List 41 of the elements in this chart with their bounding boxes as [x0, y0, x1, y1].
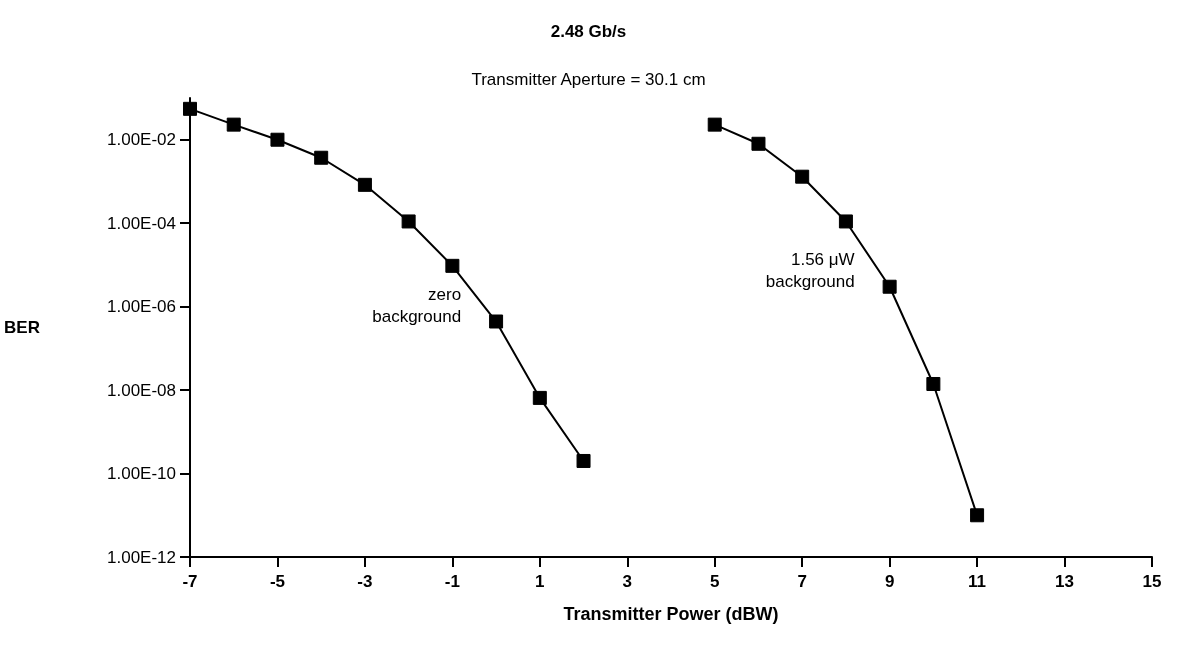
x-tick-label: 15	[1142, 572, 1162, 591]
point	[489, 314, 504, 329]
y-axis-title: BER	[4, 318, 40, 337]
x-tick-label: 1	[535, 572, 545, 591]
series-label: zero background	[372, 285, 462, 327]
x-tick-label: 5	[709, 572, 720, 591]
point	[183, 101, 197, 116]
point	[926, 376, 941, 391]
point	[314, 150, 329, 165]
x-tick-label: 3	[622, 572, 633, 591]
x-tick-label: -7	[182, 572, 198, 591]
x-tick-label: 7	[797, 572, 807, 591]
point	[970, 508, 985, 523]
y-tick-label: 1.00E-06	[107, 297, 176, 317]
point	[401, 214, 416, 229]
x-tick-label: -1	[444, 572, 460, 591]
point	[357, 177, 372, 192]
x-axis-title: Transmitter Power (dBW)	[563, 604, 779, 624]
y-tick-label: 1.00E-08	[107, 380, 176, 400]
x-tick-label: 9	[884, 572, 895, 591]
y-tick-label: 1.00E-10	[107, 464, 176, 484]
point	[532, 390, 547, 405]
point	[576, 453, 591, 468]
point	[751, 136, 766, 151]
y-tick-label: 1.00E-12	[107, 547, 176, 567]
chart-subtitle: Transmitter Aperture = 30.1 cm	[471, 70, 706, 89]
point	[795, 169, 810, 184]
x-tick-label: 13	[1055, 572, 1075, 591]
point	[838, 214, 853, 229]
y-tick-label: 1.00E-04	[107, 213, 176, 233]
x-tick-label: 11	[968, 572, 987, 591]
point	[707, 117, 722, 132]
point	[445, 258, 460, 273]
y-tick-label: 1.00E-02	[107, 130, 176, 150]
chart-title: 2.48 Gb/s	[550, 22, 627, 41]
point	[226, 117, 241, 132]
point	[882, 279, 897, 294]
x-tick-label: -3	[357, 572, 373, 591]
x-tick-label: -5	[269, 572, 286, 591]
series-label: 1.56 μW background	[765, 250, 855, 292]
point	[270, 132, 285, 147]
